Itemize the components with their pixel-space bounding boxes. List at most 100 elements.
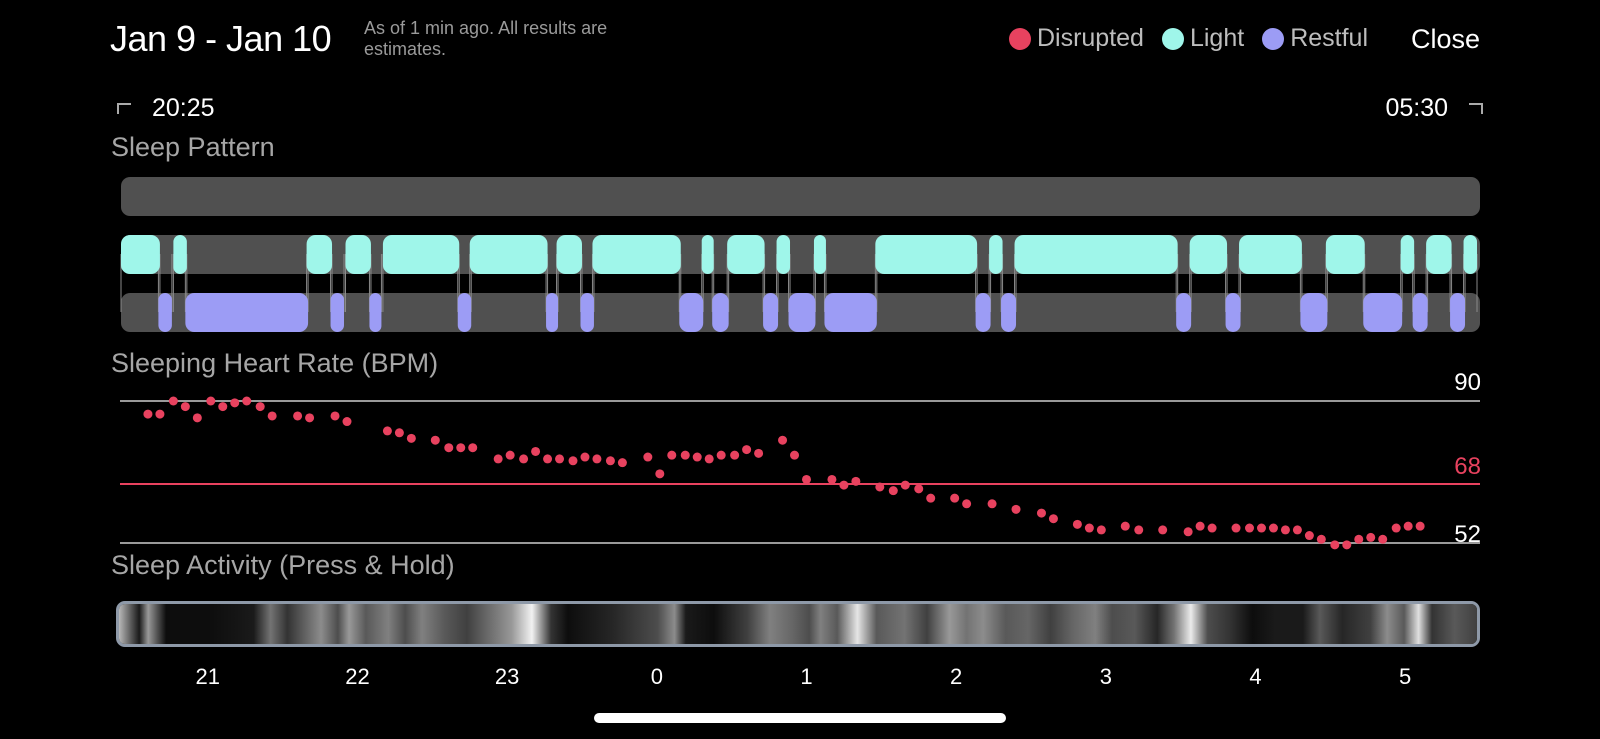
hr-point xyxy=(206,396,216,406)
legend-restful-label: Restful xyxy=(1290,24,1368,52)
light-segment xyxy=(1463,235,1478,274)
hr-point xyxy=(155,409,165,419)
hr-point xyxy=(790,450,800,460)
hr-point xyxy=(406,433,416,443)
sleep-activity-bar[interactable] xyxy=(116,601,1480,647)
hr-point xyxy=(1096,525,1106,535)
restful-segment xyxy=(679,293,704,332)
hr-point xyxy=(1245,523,1255,533)
hr-point xyxy=(926,493,936,503)
hr-point xyxy=(888,486,898,496)
hr-point xyxy=(900,480,910,490)
hr-point xyxy=(456,443,466,453)
hr-point xyxy=(342,417,352,427)
light-segment xyxy=(306,235,333,274)
light-segment xyxy=(345,235,371,274)
light-segment xyxy=(173,235,187,274)
hr-point xyxy=(580,452,590,462)
restful-segment xyxy=(975,293,991,332)
hr-point xyxy=(444,443,454,453)
hr-point xyxy=(1342,540,1352,550)
disrupted-dot-icon xyxy=(1008,27,1031,50)
hr-point xyxy=(1378,534,1388,544)
hr-point xyxy=(1256,523,1266,533)
hr-point xyxy=(519,454,529,464)
hr-point xyxy=(827,474,837,484)
hr-point xyxy=(505,450,515,460)
hr-point xyxy=(1304,531,1314,541)
hr-point xyxy=(1292,525,1302,535)
hr-point xyxy=(801,474,811,484)
hr-point xyxy=(293,411,303,421)
restful-segment xyxy=(1300,293,1328,332)
hr-point xyxy=(704,454,714,464)
hr-point xyxy=(1391,523,1401,533)
time-tick-label: 1 xyxy=(800,664,813,689)
light-segment xyxy=(592,235,681,274)
hr-point xyxy=(218,402,228,412)
activity-title: Sleep Activity (Press & Hold) xyxy=(111,550,455,580)
hr-point xyxy=(493,454,503,464)
hr-point xyxy=(754,448,764,458)
date-range-title: Jan 9 - Jan 10 xyxy=(110,18,332,59)
home-indicator[interactable] xyxy=(594,713,1006,723)
time-tick-label: 23 xyxy=(494,664,520,689)
light-segment xyxy=(556,235,582,274)
time-tick-label: 0 xyxy=(650,664,663,689)
hr-point xyxy=(962,499,972,509)
light-segment xyxy=(989,235,1003,274)
hr-point xyxy=(1268,523,1278,533)
range-end-bracket-icon xyxy=(1469,103,1483,114)
hr-point xyxy=(192,413,202,423)
hr-point xyxy=(742,445,752,455)
hr-point xyxy=(330,411,340,421)
restful-segment xyxy=(824,293,877,332)
hr-point xyxy=(851,476,861,486)
restful-segment xyxy=(546,293,559,332)
close-button[interactable]: Close xyxy=(1410,24,1480,54)
hr-point xyxy=(1011,504,1021,514)
hr-point xyxy=(1134,525,1144,535)
light-segment xyxy=(776,235,791,274)
restful-segment xyxy=(369,293,382,332)
restful-segment xyxy=(1176,293,1192,332)
light-segment xyxy=(121,235,160,274)
hr-point xyxy=(1316,534,1326,544)
light-segment xyxy=(875,235,978,274)
legend-disrupted-label: Disrupted xyxy=(1036,24,1144,52)
hr-point xyxy=(1330,540,1340,550)
hr-point xyxy=(555,454,565,464)
hr-point xyxy=(568,456,578,466)
hr-average-label: 68 xyxy=(1454,453,1481,480)
restful-segment xyxy=(580,293,594,332)
restful-segment xyxy=(330,293,345,332)
restful-segment xyxy=(158,293,172,332)
hr-point xyxy=(1354,534,1364,544)
hr-point xyxy=(230,398,240,408)
restful-segment xyxy=(763,293,779,332)
hr-point xyxy=(1072,519,1082,529)
hr-point xyxy=(1207,523,1217,533)
hr-point xyxy=(1183,527,1193,537)
restful-segment xyxy=(712,293,729,332)
hr-point xyxy=(987,499,997,509)
legend: Disrupted Light Restful xyxy=(1008,24,1368,53)
range-end-time: 05:30 xyxy=(1385,94,1448,122)
hr-max-label: 90 xyxy=(1454,369,1481,396)
hr-point xyxy=(1280,525,1290,535)
hr-point xyxy=(180,402,190,412)
restful-segment xyxy=(457,293,472,332)
light-segment xyxy=(1426,235,1452,274)
disrupted-track xyxy=(121,177,1480,216)
hr-point xyxy=(1403,521,1413,531)
restful-segment xyxy=(185,293,309,332)
light-segment xyxy=(382,235,460,274)
restful-segment xyxy=(1363,293,1403,332)
time-tick-label: 5 xyxy=(1399,664,1412,689)
light-segment xyxy=(1014,235,1178,274)
time-tick-label: 2 xyxy=(950,664,963,689)
hr-point xyxy=(914,484,924,494)
restful-segment xyxy=(1412,293,1428,332)
hr-min-label: 52 xyxy=(1454,521,1481,548)
